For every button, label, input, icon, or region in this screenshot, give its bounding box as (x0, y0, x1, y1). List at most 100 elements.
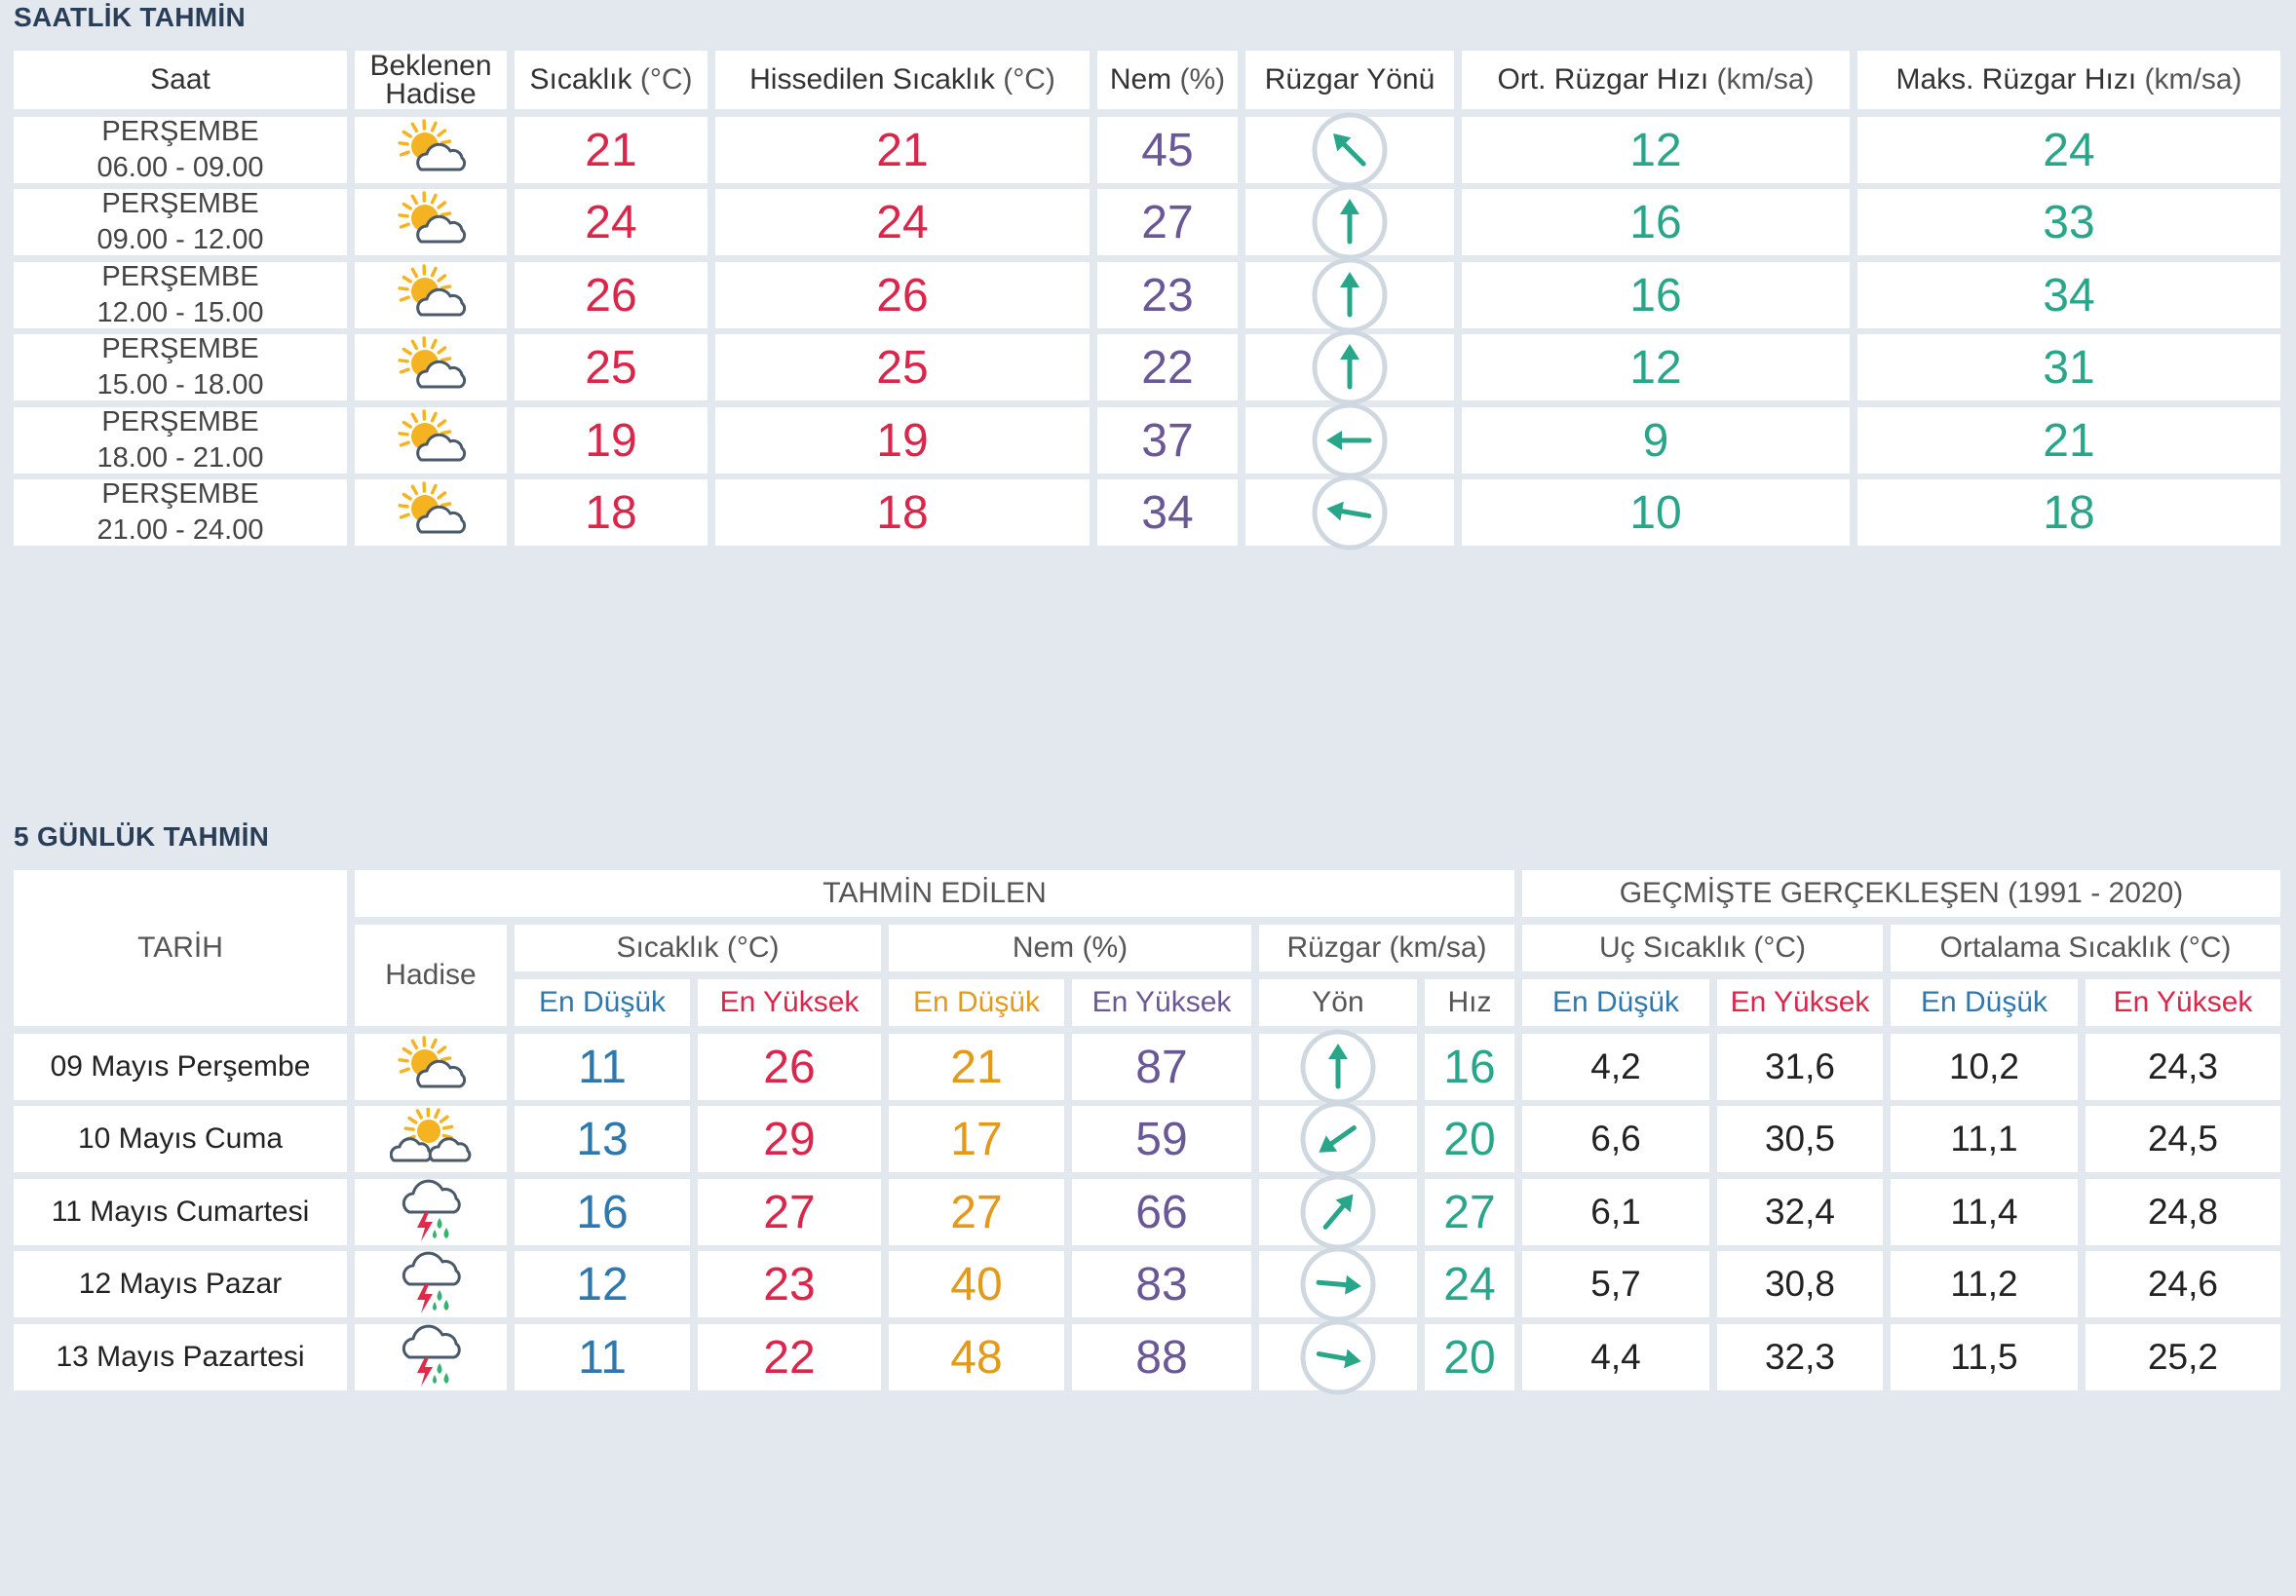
temp-max-value: 29 (763, 1113, 816, 1165)
average-min-cell: 11,2 (1891, 1251, 2078, 1317)
humidity-min-cell: 27 (889, 1179, 1064, 1245)
humidity-min-value: 40 (950, 1258, 1003, 1311)
wind-speed-cell: 27 (1425, 1179, 1514, 1245)
header-saat: Saat (14, 51, 347, 109)
day-name: PERŞEMBE (101, 261, 259, 292)
temperature-value: 26 (585, 269, 637, 322)
wind-direction-cell (1245, 329, 1454, 405)
temp-max-cell: 29 (698, 1106, 881, 1172)
temperature-cell: 24 (515, 189, 708, 255)
average-min-value: 11,1 (1950, 1119, 2018, 1159)
temperature-value: 18 (585, 486, 637, 539)
average-min-cell: 10,2 (1891, 1034, 2078, 1100)
day-name: PERŞEMBE (101, 406, 259, 437)
extreme-max-value: 32,4 (1764, 1192, 1835, 1232)
avg-wind-cell: 12 (1462, 334, 1850, 400)
avg-wind-value: 9 (1642, 414, 1669, 467)
weather-cell (355, 262, 507, 328)
max-wind-value: 31 (2043, 341, 2095, 394)
wind-direction-cell (1245, 112, 1454, 188)
feels-like-cell: 24 (715, 189, 1090, 255)
header-nem: Nem (%) (889, 925, 1251, 971)
wind-direction-cell (1245, 475, 1454, 551)
humidity-min-cell: 40 (889, 1251, 1064, 1317)
temp-max-cell: 27 (698, 1179, 881, 1245)
avg-wind-value: 16 (1629, 269, 1682, 322)
wind-speed-value: 20 (1443, 1331, 1496, 1384)
max-wind-value: 33 (2043, 196, 2095, 248)
extreme-min-value: 4,4 (1590, 1337, 1641, 1377)
subheader-sicaklik-en-dusuk: En Düşük (515, 979, 690, 1026)
humidity-min-cell: 21 (889, 1034, 1064, 1100)
temperature-value: 24 (585, 196, 637, 248)
humidity-value: 45 (1141, 124, 1194, 176)
extreme-min-cell: 6,6 (1522, 1106, 1709, 1172)
average-max-cell: 24,3 (2086, 1034, 2280, 1100)
temp-max-cell: 26 (698, 1034, 881, 1100)
humidity-value: 22 (1141, 341, 1194, 394)
humidity-max-value: 87 (1135, 1041, 1188, 1093)
humidity-min-value: 21 (950, 1041, 1003, 1093)
time-range: 18.00 - 21.00 (96, 442, 264, 474)
wind-direction-cell (1245, 257, 1454, 333)
time-range: 06.00 - 09.00 (96, 152, 264, 183)
wind-arrow-icon (1311, 111, 1389, 189)
header-hadise: Hadise (355, 925, 507, 1026)
extreme-min-cell: 4,2 (1522, 1034, 1709, 1100)
temperature-value: 21 (585, 124, 637, 176)
average-max-value: 24,5 (2147, 1119, 2218, 1159)
average-min-cell: 11,5 (1891, 1324, 2078, 1390)
subheader-sicaklik-en-yuksek: En Yüksek (698, 979, 881, 1026)
humidity-cell: 22 (1097, 334, 1238, 400)
hourly-row: PERŞEMBE 09.00 - 12.00 24 24 27 16 33 (14, 184, 2280, 260)
thunderstorm-rain-icon (396, 1249, 466, 1319)
partly-cloudy-icon (392, 264, 470, 326)
time-cell: PERŞEMBE 12.00 - 15.00 (14, 261, 347, 328)
temp-max-value: 22 (763, 1331, 816, 1384)
subheader-ort-en-yuksek: En Yüksek (2086, 979, 2280, 1026)
average-max-cell: 24,6 (2086, 1251, 2280, 1317)
extreme-min-cell: 4,4 (1522, 1324, 1709, 1390)
extreme-min-value: 6,1 (1590, 1192, 1641, 1232)
wind-arrow-icon (1311, 328, 1389, 406)
temp-min-cell: 11 (515, 1324, 690, 1390)
temperature-value: 25 (585, 341, 637, 394)
subheader-nem-en-yuksek: En Yüksek (1072, 979, 1251, 1026)
humidity-min-value: 27 (950, 1186, 1003, 1238)
daily-row: 11 Mayıs Cumartesi 16 27 27 66 27 6,1 32… (14, 1174, 2280, 1250)
average-max-value: 24,8 (2147, 1192, 2218, 1232)
humidity-value: 23 (1141, 269, 1194, 322)
daily-row: 09 Mayıs Perşembe 11 26 21 87 16 4,2 31,… (14, 1029, 2280, 1105)
subheader-yon: Yön (1259, 979, 1417, 1026)
day-name: PERŞEMBE (101, 478, 259, 510)
partly-cloudy-icon (392, 409, 470, 472)
daily-table: TARİH TAHMİN EDİLEN GEÇMİŞTE GERÇEKLEŞEN… (14, 870, 2280, 1581)
wind-arrow-icon (1311, 256, 1389, 334)
extreme-max-value: 30,8 (1764, 1264, 1835, 1304)
average-max-cell: 24,5 (2086, 1106, 2280, 1172)
time-range: 09.00 - 12.00 (96, 224, 264, 255)
time-cell: PERŞEMBE 18.00 - 21.00 (14, 406, 347, 474)
date-label: 09 Mayıs Perşembe (50, 1050, 311, 1083)
date-label: 11 Mayıs Cumartesi (51, 1196, 310, 1228)
hourly-row: PERŞEMBE 18.00 - 21.00 19 19 37 9 21 (14, 402, 2280, 478)
header-tarih: TARİH (14, 870, 347, 1026)
extreme-min-value: 6,6 (1590, 1119, 1641, 1159)
temp-max-cell: 23 (698, 1251, 881, 1317)
date-label: 13 Mayıs Pazartesi (56, 1341, 305, 1373)
humidity-max-cell: 87 (1072, 1034, 1251, 1100)
extreme-min-value: 4,2 (1590, 1046, 1641, 1086)
wind-arrow-icon (1299, 1245, 1377, 1323)
temp-max-cell: 22 (698, 1324, 881, 1390)
date-cell: 12 Mayıs Pazar (14, 1251, 347, 1317)
day-name: PERŞEMBE (101, 116, 259, 147)
subheader-uc-en-dusuk: En Düşük (1522, 979, 1709, 1026)
wind-speed-cell: 16 (1425, 1034, 1514, 1100)
max-wind-value: 24 (2043, 124, 2095, 176)
thunderstorm-rain-icon (396, 1177, 466, 1247)
extreme-max-cell: 31,6 (1717, 1034, 1883, 1100)
humidity-max-value: 83 (1135, 1258, 1188, 1311)
temp-min-cell: 12 (515, 1251, 690, 1317)
extreme-max-cell: 30,5 (1717, 1106, 1883, 1172)
average-min-value: 11,2 (1950, 1264, 2018, 1304)
